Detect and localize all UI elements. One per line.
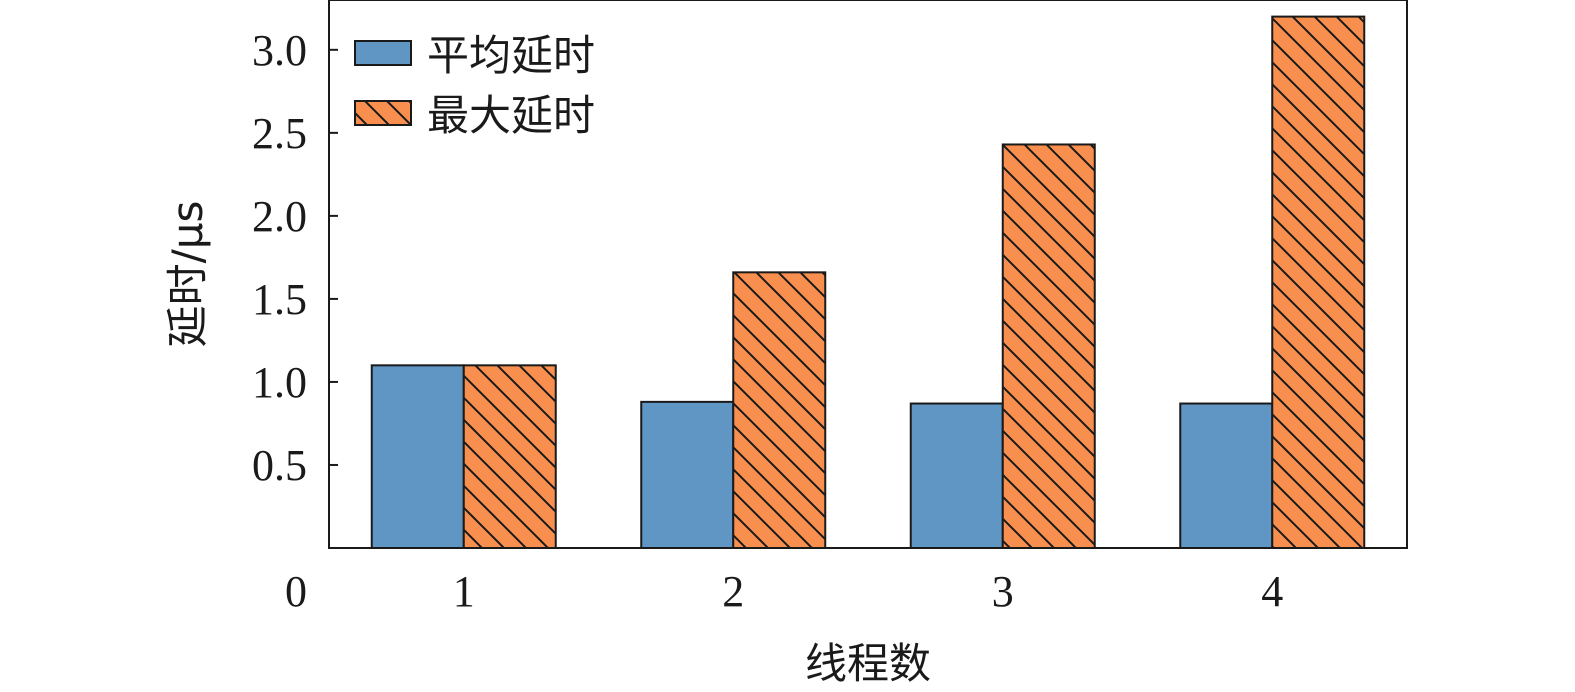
y-tick-label: 0.5 [252,441,307,490]
x-axis-ticks: 1 2 3 4 [453,567,1284,616]
bar-average-4 [1179,402,1274,550]
y-axis-ticks: 0.5 1.0 1.5 2.0 2.5 3.0 [252,26,338,490]
legend-swatch-max [354,100,412,126]
bar-average-3 [909,402,1004,550]
legend-label-average: 平均延时 [427,31,595,80]
x-tick-label: 1 [453,567,475,616]
x-tick-label: 3 [992,567,1014,616]
origin-label: 0 [285,567,307,616]
y-tick-label: 3.0 [252,26,307,75]
legend: 平均延时 最大延时 [354,31,595,140]
bars-group [370,15,1366,550]
y-tick-label: 1.0 [252,358,307,407]
plot-frame [328,0,1408,549]
y-axis-label: 延时/μs [163,201,212,348]
bar-max-3 [1001,143,1096,550]
y-tick-label: 2.0 [252,192,307,241]
bar-max-2 [732,271,827,549]
x-axis-label: 线程数 [805,639,931,688]
bar-max-4 [1271,15,1366,549]
y-tick-label: 1.5 [252,275,307,324]
y-tick-label: 2.5 [252,109,307,158]
legend-swatch-average [354,40,412,66]
bar-average-2 [640,400,735,549]
legend-label-max: 最大延时 [427,91,595,140]
x-tick-label: 2 [722,567,744,616]
bar-max-1 [462,364,557,550]
x-tick-label: 4 [1261,567,1283,616]
bar-average-1 [370,364,465,550]
